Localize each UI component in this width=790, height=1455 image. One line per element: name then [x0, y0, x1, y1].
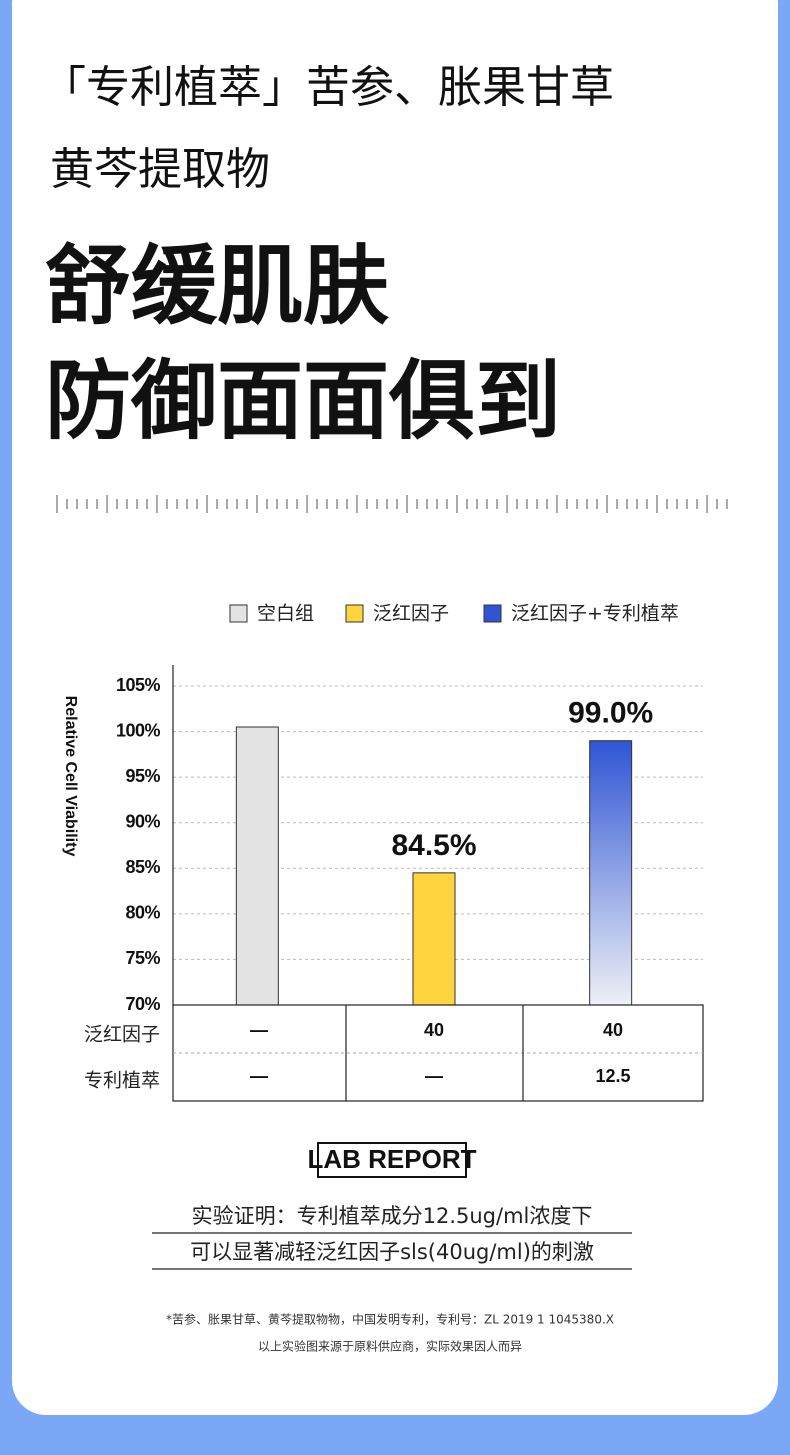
- conclusion: 实验证明：专利植萃成分12.5ug/ml浓度下: [192, 1204, 593, 1228]
- legend-label: 空白组: [257, 603, 314, 625]
- table-cell: —: [425, 1066, 443, 1086]
- legend-swatch: [229, 604, 248, 623]
- y-tick-label: 85%: [125, 857, 160, 877]
- conclusion: 可以显著减轻泛红因子sls(40ug/ml)的刺激: [190, 1240, 594, 1264]
- headline: 防御面面俱到: [45, 351, 561, 451]
- y-tick-label: 80%: [125, 903, 160, 923]
- title-line: 黄芩提取物: [50, 144, 270, 195]
- value-label: 99.0%: [568, 697, 653, 730]
- title-line: 「专利植萃」苦参、胀果甘草: [42, 62, 614, 113]
- y-tick-label: 105%: [116, 675, 161, 695]
- table-cell: 12.5: [595, 1066, 630, 1086]
- bar: [412, 872, 456, 1006]
- legend-swatch: [483, 604, 502, 623]
- ruler: [56, 495, 728, 513]
- card: [12, 0, 778, 1415]
- table-cell: 40: [603, 1020, 623, 1040]
- badge: LAB REPORT: [308, 1144, 477, 1174]
- y-tick-label: 95%: [125, 766, 160, 786]
- row-label: 泛红因子: [84, 1024, 160, 1046]
- y-tick-label: 100%: [116, 720, 161, 740]
- bar: [589, 740, 633, 1006]
- table-cell: —: [250, 1020, 268, 1040]
- table-cell: —: [250, 1066, 268, 1086]
- footnote: 以上实验图来源于原料供应商，实际效果因人而异: [258, 1339, 522, 1354]
- value-label: 84.5%: [391, 829, 476, 862]
- legend-swatch: [345, 604, 364, 623]
- headline: 舒缓肌肤: [45, 236, 389, 336]
- y-tick-label: 90%: [125, 811, 160, 831]
- y-tick-label: 70%: [125, 994, 160, 1014]
- legend-label: 泛红因子: [373, 603, 449, 625]
- row-label: 专利植萃: [84, 1070, 160, 1092]
- legend-label: 泛红因子+专利植萃: [511, 603, 679, 625]
- badge-frame: [317, 1142, 467, 1178]
- footnote: *苦参、胀果甘草、黄芩提取物物，中国发明专利，专利号：ZL 2019 1 104…: [166, 1312, 614, 1327]
- y-axis-label: Relative Cell Viability: [62, 696, 79, 857]
- table-cell: 40: [424, 1020, 444, 1040]
- y-tick-label: 75%: [125, 948, 160, 968]
- bar: [235, 726, 279, 1006]
